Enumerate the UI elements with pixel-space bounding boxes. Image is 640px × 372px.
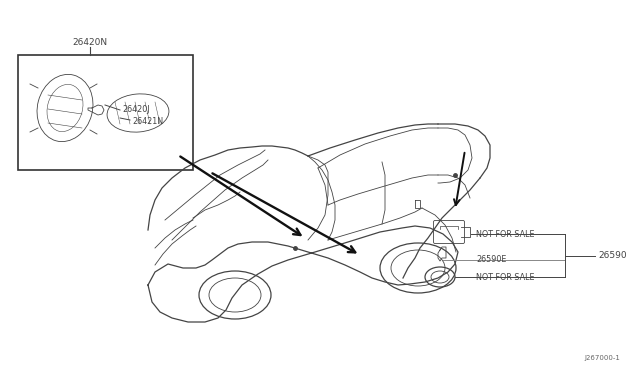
Text: NOT FOR SALE: NOT FOR SALE	[476, 230, 534, 238]
Text: 26590E: 26590E	[476, 256, 506, 264]
Text: J267000-1: J267000-1	[584, 355, 620, 361]
Bar	[18, 55, 193, 170]
Text: NOT FOR SALE: NOT FOR SALE	[476, 273, 534, 282]
Text: 26590: 26590	[598, 251, 627, 260]
Text: 26421N: 26421N	[132, 116, 163, 125]
Text: 26420J: 26420J	[122, 105, 150, 113]
Text: 26420N: 26420N	[72, 38, 108, 46]
